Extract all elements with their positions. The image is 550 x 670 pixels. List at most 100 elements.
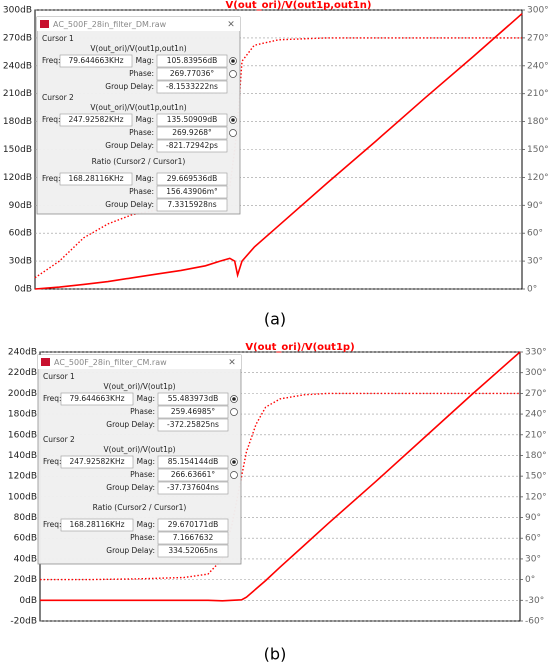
row-value-box	[156, 139, 228, 153]
y2-tick-label: 30°	[525, 554, 541, 564]
freq-label: Freq:	[42, 115, 61, 124]
dialog-titlebar	[37, 17, 240, 31]
row-value: 7.3315928ns	[167, 200, 216, 209]
row-value-box	[157, 468, 229, 482]
y-tick-label: 150dB	[3, 145, 32, 155]
row-value-box	[157, 531, 229, 545]
magnitude-line	[40, 351, 521, 602]
y-tick-label: 120dB	[8, 472, 37, 482]
freq-value-box	[60, 518, 134, 532]
row-value-box	[157, 481, 229, 495]
section-heading: Cursor 1	[43, 372, 75, 381]
y2-tick-label: -30°	[525, 596, 544, 606]
row-label: Phase:	[129, 187, 154, 196]
row-value: 135.50909dB	[167, 115, 217, 124]
row-label: Mag:	[137, 394, 155, 403]
row-label: Mag:	[137, 520, 155, 529]
row-label: Phase:	[130, 533, 155, 542]
row-value: -8.1533222ns	[166, 82, 218, 91]
y-tick-label: 210dB	[3, 89, 32, 99]
trace-name: V(out_ori)/V(out1p)	[103, 382, 175, 391]
radio-dot	[232, 397, 236, 401]
y2-tick-label: 90°	[525, 513, 541, 523]
y-tick-label: 0dB	[19, 596, 37, 606]
app-icon	[40, 20, 49, 28]
row-label: Phase:	[130, 470, 155, 479]
y-tick-label: -20dB	[10, 617, 37, 627]
section-heading: Ratio (Cursor2 / Cursor1)	[92, 157, 186, 166]
radio-button[interactable]	[229, 70, 237, 78]
row-value: 266.63661°	[171, 470, 216, 479]
row-value-box	[157, 405, 229, 419]
caption: (a)	[264, 310, 286, 329]
y-tick-label: 30dB	[9, 257, 32, 267]
row-label: Mag:	[137, 457, 155, 466]
section-heading: Cursor 2	[43, 435, 75, 444]
row-value: 29.670171dB	[168, 520, 218, 529]
y-tick-label: 40dB	[14, 554, 37, 564]
row-value-box	[156, 54, 228, 68]
dialog-titlebar	[38, 355, 241, 369]
y-tick-label: 200dB	[8, 389, 37, 399]
close-button: ✕	[228, 358, 236, 368]
y-tick-label: 180dB	[8, 410, 37, 420]
y-tick-label: 220dB	[8, 368, 37, 378]
y-tick-label: 240dB	[8, 348, 37, 358]
row-label: Group Delay:	[105, 141, 154, 150]
freq-value: 79.644663KHz	[68, 56, 123, 65]
row-value-box	[156, 80, 228, 94]
freq-value: 168.28116KHz	[68, 174, 123, 183]
dialog-title: AC_500F_28in_filter_CM.raw	[54, 358, 167, 367]
row-value: -821.72942ps	[166, 141, 218, 150]
radio-button[interactable]	[229, 129, 237, 137]
row-value: 29.669536dB	[167, 174, 217, 183]
y-tick-label: 80dB	[14, 513, 37, 523]
magnitude-line	[34, 13, 523, 290]
freq-value-box	[59, 54, 133, 68]
radio-button[interactable]	[230, 408, 238, 416]
row-value-box	[156, 198, 228, 212]
freq-label: Freq:	[43, 457, 62, 466]
y2-tick-label: 150°	[527, 145, 549, 155]
row-value: 85.154144dB	[168, 457, 218, 466]
row-value-box	[156, 67, 228, 81]
y2-tick-label: 210°	[527, 89, 549, 99]
row-value: 105.83956dB	[167, 56, 217, 65]
freq-value: 168.28116KHz	[69, 520, 124, 529]
row-value-box	[156, 185, 228, 199]
y2-tick-label: 0°	[527, 285, 537, 295]
row-label: Mag:	[136, 174, 154, 183]
row-label: Phase:	[130, 407, 155, 416]
y2-tick-label: 270°	[527, 33, 549, 43]
freq-label: Freq:	[43, 394, 62, 403]
y2-tick-label: 210°	[525, 430, 547, 440]
y2-tick-label: 60°	[527, 229, 543, 239]
row-label: Group Delay:	[106, 483, 155, 492]
caption: (b)	[264, 645, 287, 664]
row-label: Group Delay:	[106, 420, 155, 429]
section-heading: Ratio (Cursor2 / Cursor1)	[93, 503, 187, 512]
radio-dot	[231, 118, 235, 122]
y-tick-label: 300dB	[3, 6, 32, 16]
freq-label: Freq:	[42, 56, 61, 65]
row-label: Phase:	[129, 128, 154, 137]
y2-tick-label: 240°	[527, 61, 549, 71]
freq-value-box	[59, 172, 133, 186]
y-tick-label: 270dB	[3, 33, 32, 43]
y-tick-label: 20dB	[14, 575, 37, 585]
trace-name: V(out_ori)/V(out1p)	[103, 445, 175, 454]
row-value-box	[157, 392, 229, 406]
y2-tick-label: -60°	[525, 617, 544, 627]
row-value-box	[156, 126, 228, 140]
row-label: Phase:	[129, 69, 154, 78]
y-tick-label: 60dB	[14, 534, 37, 544]
y2-tick-label: 300°	[525, 368, 547, 378]
freq-value-box	[60, 392, 134, 406]
chart-title: V(out_ori)/V(out1p)	[245, 342, 354, 353]
row-label: Group Delay:	[105, 200, 154, 209]
radio-button[interactable]	[230, 471, 238, 479]
freq-value-box	[60, 455, 134, 469]
row-value-box	[157, 418, 229, 432]
y2-tick-label: 270°	[525, 389, 547, 399]
